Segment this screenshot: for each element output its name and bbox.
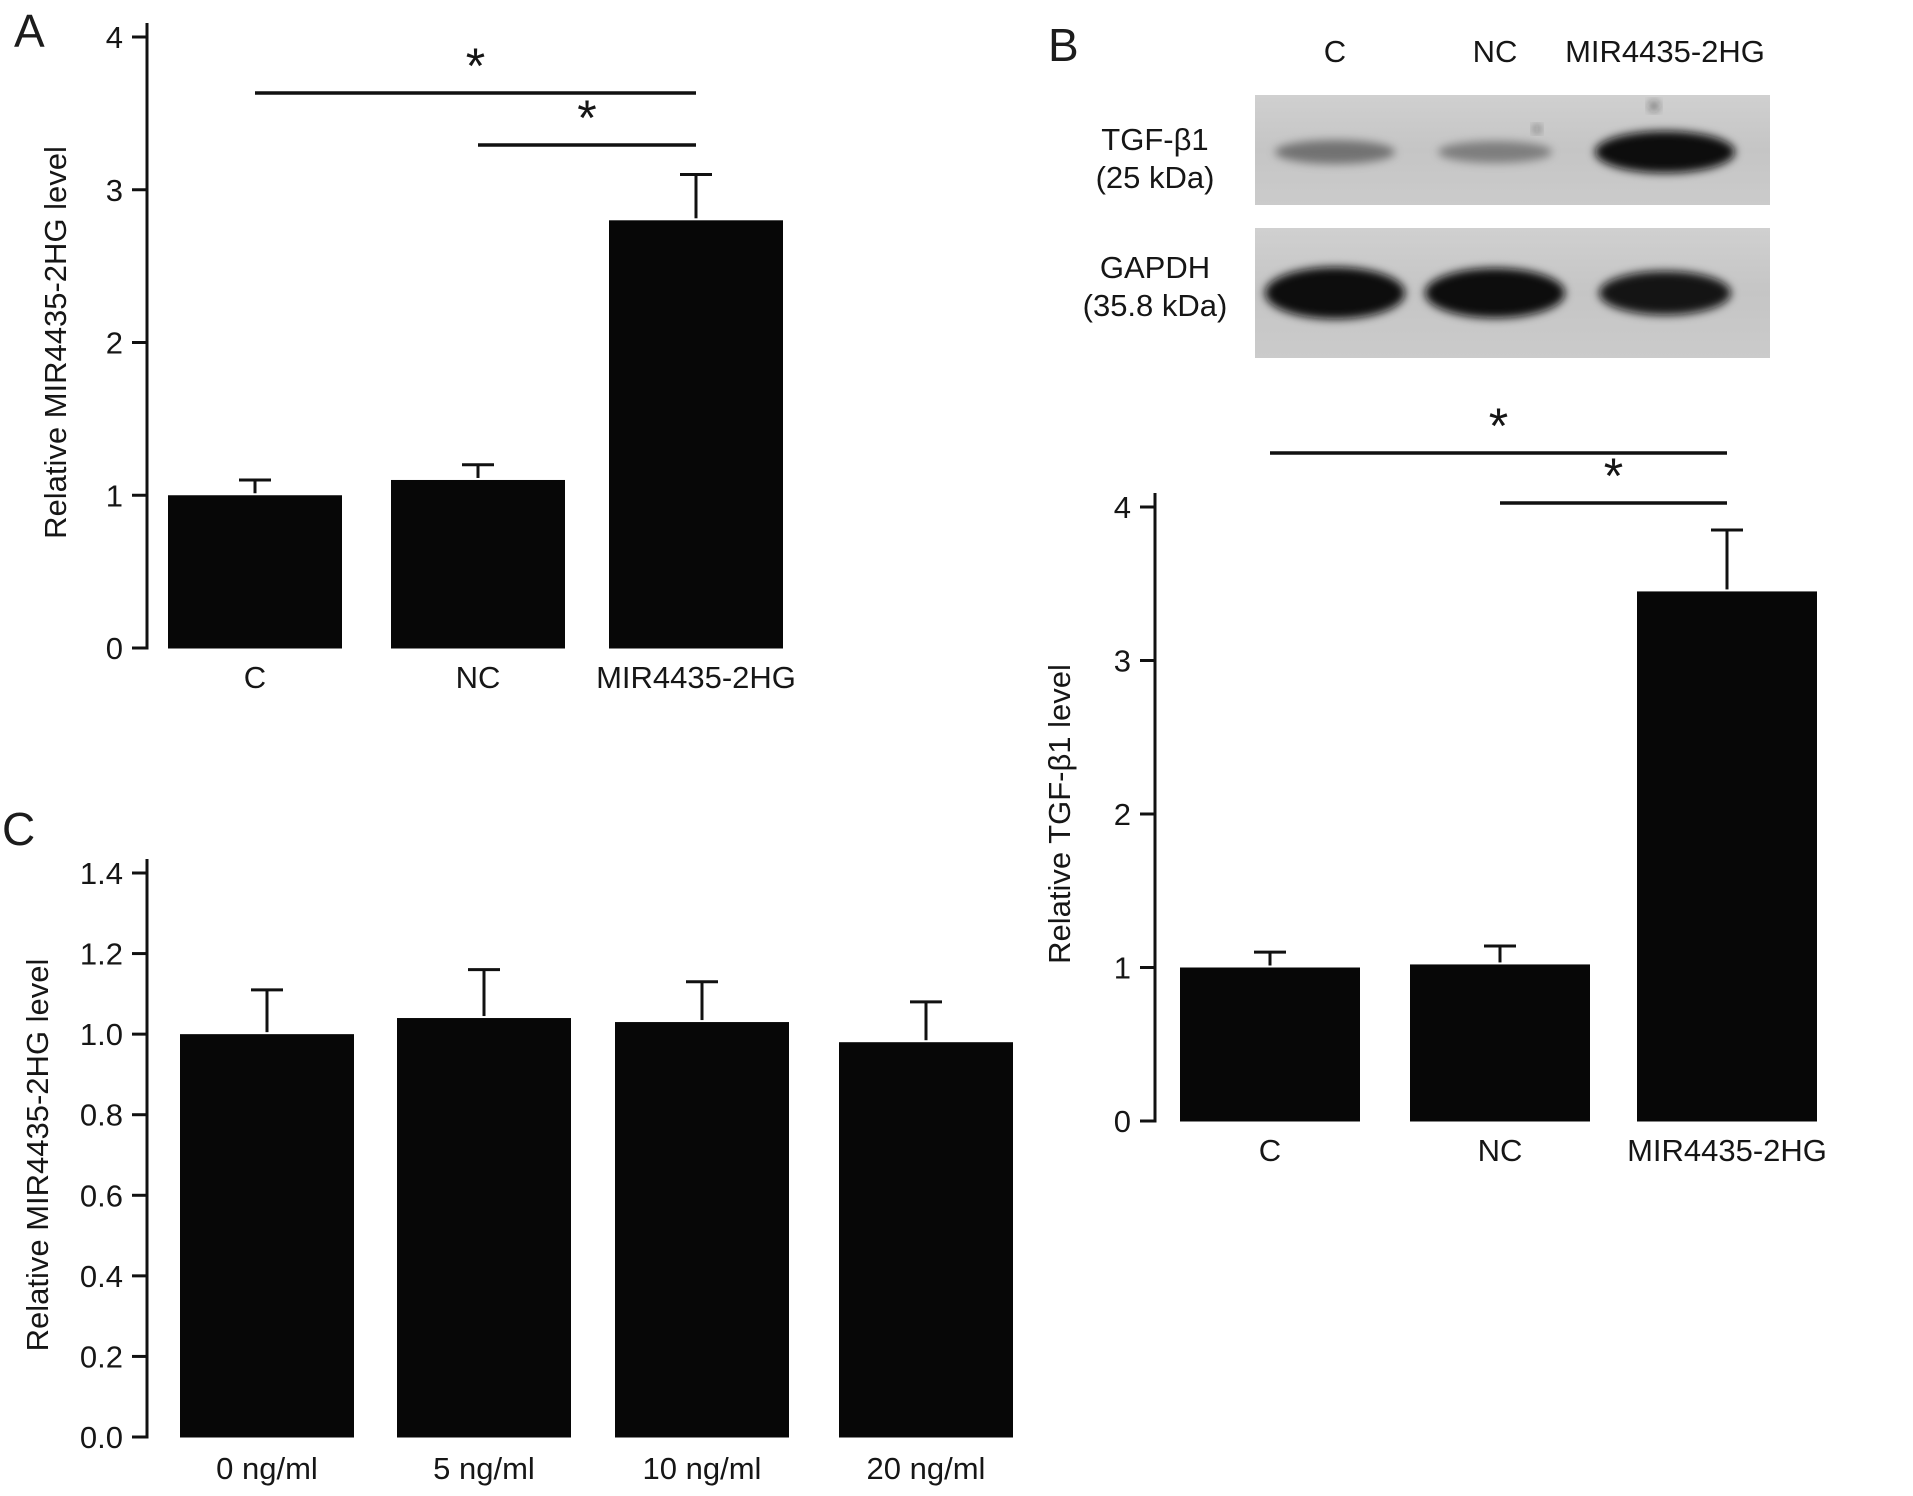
bar-MIR4435-2HG [609,220,783,649]
y-tick-label: 3 [1114,644,1131,679]
y-tick-label: 4 [1114,490,1131,525]
bar-MIR4435-2HG [1637,591,1817,1122]
y-axis-label: Relative TGF-β1 level [1042,664,1077,964]
blot-row-sublabel: (35.8 kDa) [1083,288,1228,323]
blot-speck [1534,126,1540,132]
blot-band [1599,271,1731,315]
x-category-label: C [244,660,266,695]
x-category-label: MIR4435-2HG [596,660,796,695]
y-axis-label: Relative MIR4435-2HG level [20,959,55,1352]
x-category-label: MIR4435-2HG [1627,1133,1827,1168]
y-tick-label: 1 [1114,951,1131,986]
panel-label-c: C [2,803,36,855]
bar-10 ng/ml [615,1022,789,1438]
y-tick-label: 1.4 [80,856,123,891]
y-tick-label: 0 [1114,1104,1131,1139]
x-category-label: 10 ng/ml [643,1451,762,1486]
significance-star: * [1489,398,1508,454]
bar-NC [1410,964,1590,1122]
y-tick-label: 3 [106,173,123,208]
y-tick-label: 0.6 [80,1178,123,1213]
blot-band [1438,141,1552,163]
bar-C [1180,967,1360,1122]
panel-a-bar-chart: 0 1 2 3 4 Relative MIR4435-2HG level C NC MIR443… [38,20,796,695]
panel-c-bar-chart: 0.0 0.2 0.4 0.6 0.8 1.0 1.2 1.4 Relative MIR4435… [20,856,1013,1486]
y-tick-label: 4 [106,20,123,55]
bar-C [168,495,342,649]
y-tick-label: 2 [1114,797,1131,832]
x-category-label: C [1259,1133,1281,1168]
y-tick-label: 0.2 [80,1339,123,1374]
lane-label: C [1324,34,1346,69]
y-tick-label: 0 [106,631,123,666]
x-category-label: 0 ng/ml [216,1451,318,1486]
blot-row-label: TGF-β1 [1101,122,1208,157]
y-tick-label: 0.0 [80,1420,123,1455]
lane-label: NC [1473,34,1518,69]
y-tick-label: 1 [106,478,123,513]
x-category-label: 5 ng/ml [433,1451,535,1486]
y-tick-label: 1.0 [80,1017,123,1052]
blot-row-sublabel: (25 kDa) [1096,160,1215,195]
panel-b-blot-and-chart: C NC MIR4435-2HG TGF-β1(25 kDa) GAPDH(35.8 k… [1042,34,1827,1168]
blot-band [1425,268,1565,318]
significance-star: * [577,90,596,146]
x-category-label: NC [456,660,501,695]
lane-label: MIR4435-2HG [1565,34,1765,69]
bar-NC [391,479,565,649]
y-tick-label: 0.4 [80,1259,123,1294]
significance-star: * [466,38,485,94]
x-category-label: 20 ng/ml [867,1451,986,1486]
blot-band [1265,267,1405,319]
blot-row-label: GAPDH [1100,250,1210,285]
bar-5 ng/ml [397,1018,571,1438]
blot-band [1275,140,1395,164]
y-tick-label: 0.8 [80,1098,123,1133]
x-category-label: NC [1478,1133,1523,1168]
blot-band [1595,131,1735,173]
panel-label-b: B [1048,19,1079,71]
significance-star: * [1604,448,1623,504]
y-tick-label: 2 [106,326,123,361]
bar-20 ng/ml [839,1042,1013,1438]
y-axis-label: Relative MIR4435-2HG level [38,146,73,539]
blot-speck [1650,102,1658,110]
panel-label-a: A [14,5,45,57]
y-tick-label: 1.2 [80,937,123,972]
bar-0 ng/ml [180,1034,354,1438]
